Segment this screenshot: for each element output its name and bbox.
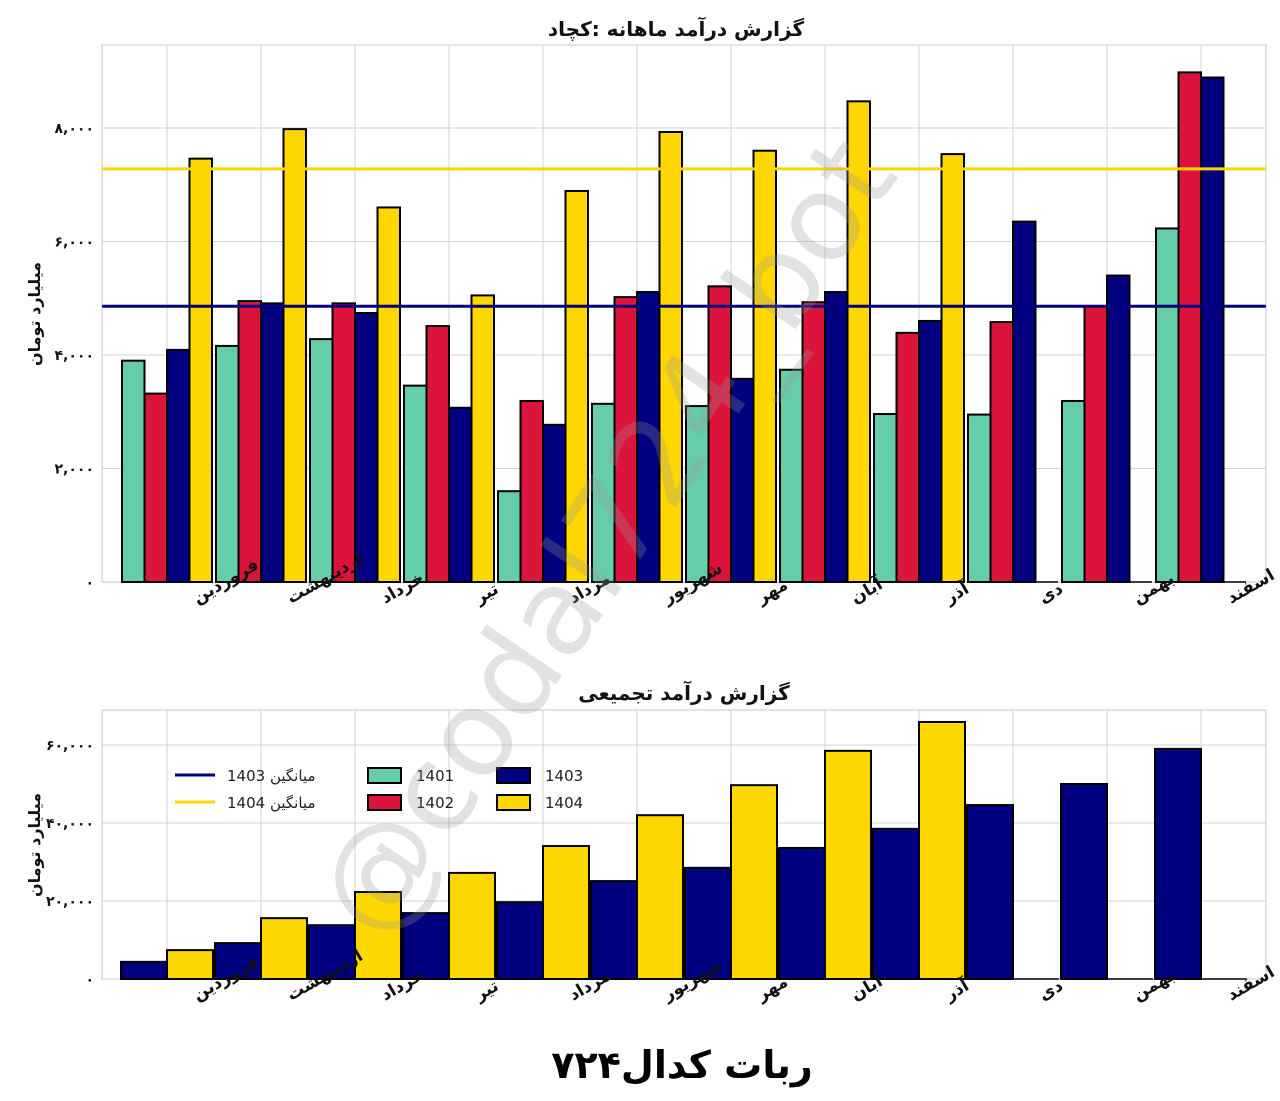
bar-1401 [309,338,334,583]
bar-1403 [1060,783,1108,980]
bar-1403 [590,880,638,980]
bar-1404 [166,949,214,981]
bar-1403 [1154,747,1202,981]
bar-1404 [636,814,684,981]
legend-patch-swatch [367,767,402,784]
bar-1403 [448,406,473,583]
bar-1402 [237,300,262,583]
legend-label: میانگین 1404 [227,794,316,812]
bar-1403 [260,302,285,583]
bar-1401 [967,413,992,583]
y-tick-label: ۸,۰۰۰ [55,121,95,137]
bar-1404 [658,130,683,583]
legend-label: میانگین 1403 [227,767,316,785]
legend-patch-swatch [367,794,402,811]
monthly-revenue-chart: گزارش درآمد ماهانه :کچاد ۰ ۲,۰۰۰ ۴,۰۰۰ ۶,۰۰… [25,16,1278,609]
cumulative-y-axis-ticks: ۰ ۲۰,۰۰۰ ۴۰,۰۰۰ ۶۰,۰۰۰ [46,738,94,988]
bar-1404 [752,149,777,583]
bar-1404 [918,720,966,980]
y-tick-label: ۲۰,۰۰۰ [46,894,94,910]
legend-label: 1402 [416,794,454,812]
monthly-y-axis-ticks: ۰ ۲,۰۰۰ ۴,۰۰۰ ۶,۰۰۰ ۸,۰۰۰ [55,121,95,591]
bar-1401 [403,384,428,583]
monthly-chart-title: گزارش درآمد ماهانه :کچاد [548,16,805,42]
chart-legend: میانگین 1403 میانگین 1404 1401 1402 1403 1404 [175,767,583,812]
bar-1404 [188,157,213,584]
bar-1403 [120,960,168,981]
x-tick-label: دی [1036,579,1067,609]
y-tick-label: ۲,۰۰۰ [55,462,95,478]
bar-1401 [779,368,804,583]
x-tick-label: دی [1036,976,1067,1006]
bar-1403 [872,827,920,980]
bar-1403 [918,319,943,583]
bar-1401 [1061,399,1086,583]
bar-1403 [824,291,849,583]
bar-1401 [873,413,898,583]
legend-patch-swatch [496,767,531,784]
bar-1401 [215,344,240,584]
bar-1402 [143,392,168,583]
bar-1403 [684,866,732,980]
bar-1403 [354,312,379,583]
bar-1403 [214,942,262,980]
bar-1403 [166,348,191,583]
bar-1401 [121,359,146,583]
bar-1403 [1012,220,1037,583]
bar-1404 [282,128,307,583]
bar-1403 [496,901,544,980]
y-tick-label: ۴۰,۰۰۰ [46,816,94,832]
bar-1403 [778,846,826,981]
y-tick-label: ۰ [85,972,94,988]
bar-1404 [354,891,402,981]
bar-1404 [564,189,589,583]
x-tick-label: تیر [471,976,503,1006]
bar-1403 [308,924,356,980]
legend-label: 1403 [545,767,583,785]
bar-1401 [1155,227,1180,583]
cumulative-bars [120,720,1247,981]
bar-1402 [331,302,356,583]
footer-brand-text: ربات کدال۷۲۴ [551,1043,812,1087]
bar-1404 [470,294,495,583]
bar-1404 [542,845,590,981]
bar-1402 [989,321,1014,583]
cumulative-chart-title: گزارش درآمد تجمیعی [578,680,790,705]
bar-1403 [402,912,450,981]
y-tick-label: ۶,۰۰۰ [55,235,95,251]
legend-label: 1404 [545,794,583,812]
monthly-bars [121,71,1246,584]
legend-patch-swatch [496,794,531,811]
bar-1404 [730,784,778,980]
bar-1403 [1106,274,1131,583]
bar-1402 [895,331,920,583]
bar-1404 [846,100,871,583]
bar-1404 [940,153,965,583]
monthly-y-axis-label: میلیارد تومان [25,262,44,366]
bar-1402 [1083,305,1108,583]
bar-1402 [425,325,450,583]
bar-1403 [966,804,1014,980]
y-tick-label: ۰ [85,575,94,591]
bar-1402 [1177,71,1202,583]
legend-label: 1401 [416,767,454,785]
y-tick-label: ۴,۰۰۰ [55,348,95,364]
bar-1404 [260,917,308,980]
bar-1404 [376,206,401,583]
bar-1404 [448,871,496,980]
bar-1404 [824,749,872,980]
cumulative-y-axis-label: میلیارد تومان [25,793,44,897]
bar-1403 [1200,76,1225,584]
y-tick-label: ۶۰,۰۰۰ [46,738,94,754]
monthly-average-lines [102,167,1266,308]
